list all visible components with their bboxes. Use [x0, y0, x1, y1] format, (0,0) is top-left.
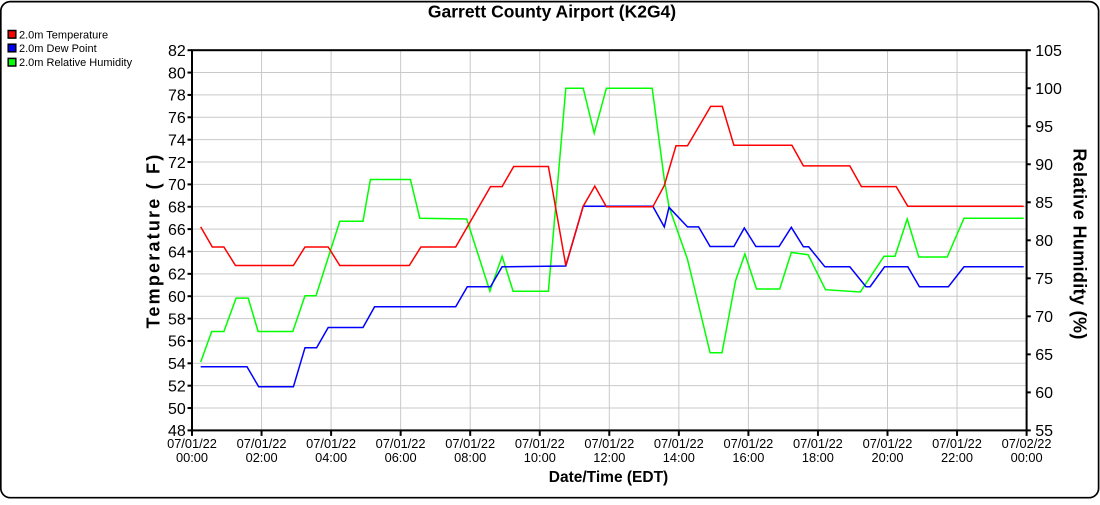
svg-text:Temperature ( F): Temperature ( F)	[144, 153, 164, 329]
svg-text:07/02/22: 07/02/22	[1002, 436, 1052, 451]
svg-text:60: 60	[168, 289, 186, 306]
svg-text:07/01/22: 07/01/22	[863, 436, 913, 451]
svg-text:50: 50	[168, 401, 186, 418]
svg-text:07/01/22: 07/01/22	[376, 436, 426, 451]
svg-text:22:00: 22:00	[941, 450, 973, 465]
svg-text:80: 80	[168, 65, 186, 82]
svg-text:07/01/22: 07/01/22	[584, 436, 634, 451]
svg-text:07/01/22: 07/01/22	[237, 436, 287, 451]
svg-text:07/01/22: 07/01/22	[654, 436, 704, 451]
svg-text:90: 90	[1035, 157, 1053, 174]
svg-text:52: 52	[168, 379, 186, 396]
svg-text:14:00: 14:00	[663, 450, 695, 465]
svg-text:2.0m Temperature: 2.0m Temperature	[19, 29, 108, 41]
svg-text:85: 85	[1035, 195, 1053, 212]
svg-text:55: 55	[1035, 423, 1053, 440]
svg-text:56: 56	[168, 334, 186, 351]
svg-text:2.0m Dew Point: 2.0m Dew Point	[19, 43, 97, 55]
svg-text:70: 70	[168, 177, 186, 194]
svg-text:60: 60	[1035, 385, 1053, 402]
svg-text:16:00: 16:00	[732, 450, 764, 465]
svg-text:75: 75	[1035, 271, 1053, 288]
svg-text:64: 64	[168, 244, 186, 261]
svg-text:76: 76	[168, 110, 186, 127]
svg-text:100: 100	[1035, 81, 1062, 98]
svg-text:12:00: 12:00	[593, 450, 625, 465]
svg-text:Date/Time (EDT): Date/Time (EDT)	[549, 469, 668, 486]
svg-text:62: 62	[168, 267, 186, 284]
svg-text:80: 80	[1035, 233, 1053, 250]
svg-text:07/01/22: 07/01/22	[306, 436, 356, 451]
svg-text:48: 48	[168, 423, 186, 440]
svg-text:74: 74	[168, 133, 186, 150]
svg-text:66: 66	[168, 222, 186, 239]
svg-text:Relative Humidity (%): Relative Humidity (%)	[1070, 148, 1090, 339]
svg-text:95: 95	[1035, 119, 1053, 136]
svg-text:68: 68	[168, 200, 186, 217]
svg-text:72: 72	[168, 155, 186, 172]
svg-text:07/01/22: 07/01/22	[932, 436, 982, 451]
svg-text:20:00: 20:00	[871, 450, 903, 465]
svg-text:07/01/22: 07/01/22	[723, 436, 773, 451]
svg-text:00:00: 00:00	[176, 450, 208, 465]
svg-text:65: 65	[1035, 347, 1053, 364]
svg-text:02:00: 02:00	[246, 450, 278, 465]
svg-text:54: 54	[168, 356, 186, 373]
svg-text:82: 82	[168, 43, 186, 60]
svg-text:07/01/22: 07/01/22	[793, 436, 843, 451]
svg-text:Garrett County Airport (K2G4): Garrett County Airport (K2G4)	[428, 2, 676, 22]
svg-text:70: 70	[1035, 309, 1053, 326]
svg-text:06:00: 06:00	[385, 450, 417, 465]
svg-text:18:00: 18:00	[802, 450, 834, 465]
svg-text:10:00: 10:00	[524, 450, 556, 465]
svg-text:08:00: 08:00	[454, 450, 486, 465]
svg-text:00:00: 00:00	[1011, 450, 1043, 465]
svg-text:105: 105	[1035, 43, 1062, 60]
svg-text:07/01/22: 07/01/22	[167, 436, 217, 451]
svg-text:78: 78	[168, 88, 186, 105]
svg-text:07/01/22: 07/01/22	[515, 436, 565, 451]
svg-text:2.0m Relative Humidity: 2.0m Relative Humidity	[19, 57, 133, 69]
svg-text:58: 58	[168, 311, 186, 328]
svg-text:07/01/22: 07/01/22	[445, 436, 495, 451]
svg-text:04:00: 04:00	[315, 450, 347, 465]
